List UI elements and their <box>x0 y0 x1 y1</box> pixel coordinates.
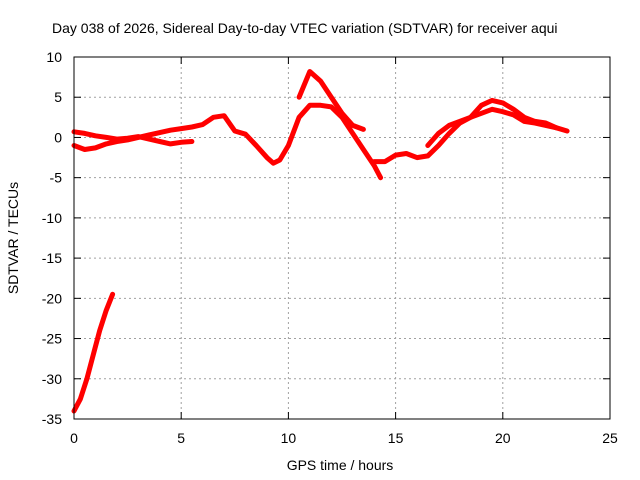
series-track-e <box>425 97 559 148</box>
x-tick-label: 25 <box>602 430 618 446</box>
x-tick-label: 5 <box>177 430 185 446</box>
chart-title: Day 038 of 2026, Sidereal Day-to-day VTE… <box>52 20 558 36</box>
series-track-a <box>71 102 384 181</box>
x-tick-label: 20 <box>495 430 511 446</box>
y-tick-label: -5 <box>50 170 63 186</box>
data-series <box>71 69 570 414</box>
x-tick-label: 10 <box>281 430 297 446</box>
x-axis-label: GPS time / hours <box>287 457 394 473</box>
y-tick-label: -30 <box>42 371 62 387</box>
y-tick-label: -10 <box>42 210 62 226</box>
y-axis-label: SDTVAR / TECUs <box>5 182 21 294</box>
y-tick-label: -25 <box>42 331 62 347</box>
plot-frame <box>73 56 611 420</box>
y-tick-label: 0 <box>54 129 62 145</box>
series-track-b <box>71 129 195 147</box>
axis-ticks: 0 5 10 15 20 25 10 5 0 -5 -10 -15 -20 -25 -30 -35 <box>42 49 618 446</box>
y-tick-label: -35 <box>42 411 62 427</box>
y-tick-label: 10 <box>46 49 62 65</box>
y-tick-label: -15 <box>42 250 62 266</box>
series-track-f <box>71 291 116 414</box>
x-tick-label: 15 <box>388 430 404 446</box>
y-tick-label: 5 <box>54 89 62 105</box>
series-track-c <box>296 69 366 132</box>
x-tick-label: 0 <box>70 430 78 446</box>
grid <box>74 57 610 419</box>
y-tick-label: -20 <box>42 290 62 306</box>
